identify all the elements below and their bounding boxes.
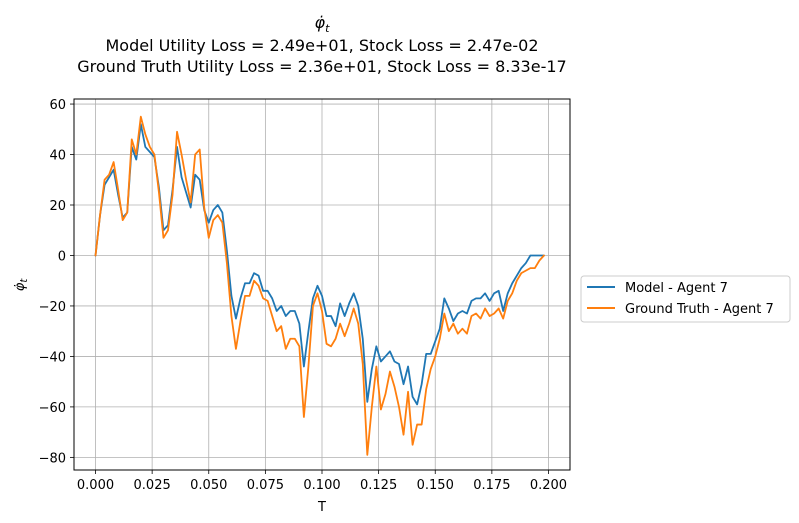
x-tick-label: 0.000 [77, 478, 114, 493]
y-tick-label: −80 [39, 451, 66, 466]
y-tick-label: 60 [49, 98, 66, 113]
x-axis-ticks: 0.000 0.025 0.050 0.075 0.100 0.125 0.150 0.175… [77, 470, 567, 493]
y-tick-label: 0 [58, 249, 66, 264]
x-tick-label: 0.075 [247, 478, 284, 493]
x-axis-label: T [317, 500, 326, 515]
y-tick-label: −40 [39, 350, 66, 365]
legend-box [580, 275, 791, 323]
series-line-ground-truth [94, 115, 545, 456]
y-tick-label: −60 [39, 401, 66, 416]
y-tick-label: −20 [39, 300, 66, 315]
legend-label-ground-truth: Ground Truth - Agent 7 [625, 302, 774, 317]
chart-title-line-3: Ground Truth Utility Loss = 2.36e+01, St… [77, 57, 566, 76]
y-axis-ticks: −80 −60 −40 −20 0 20 40 60 [39, 98, 74, 466]
y-tick-label: 40 [49, 149, 66, 164]
series-lines [94, 115, 545, 456]
x-tick-label: 0.125 [360, 478, 397, 493]
legend-label-model: Model - Agent 7 [625, 281, 728, 296]
y-axis-label-symbol: φ̇ [13, 282, 28, 291]
x-tick-label: 0.050 [190, 478, 227, 493]
chart-title-line-2: Model Utility Loss = 2.49e+01, Stock Los… [106, 36, 539, 55]
svg-text:φ̇t: φ̇t [13, 278, 30, 292]
x-tick-label: 0.175 [473, 478, 510, 493]
chart-title-symbol: φ̇t [315, 13, 331, 35]
x-tick-label: 0.025 [134, 478, 171, 493]
x-tick-label: 0.150 [417, 478, 454, 493]
chart-title-subscript: t [325, 22, 330, 35]
x-tick-label: 0.100 [303, 478, 340, 493]
x-tick-label: 0.200 [530, 478, 567, 493]
y-axis-label: φ̇t [13, 278, 30, 292]
y-axis-label-subscript: t [19, 278, 30, 283]
grid-lines [74, 99, 570, 470]
y-tick-label: 20 [49, 199, 66, 214]
legend: Model - Agent 7 Ground Truth - Agent 7 [580, 275, 791, 323]
